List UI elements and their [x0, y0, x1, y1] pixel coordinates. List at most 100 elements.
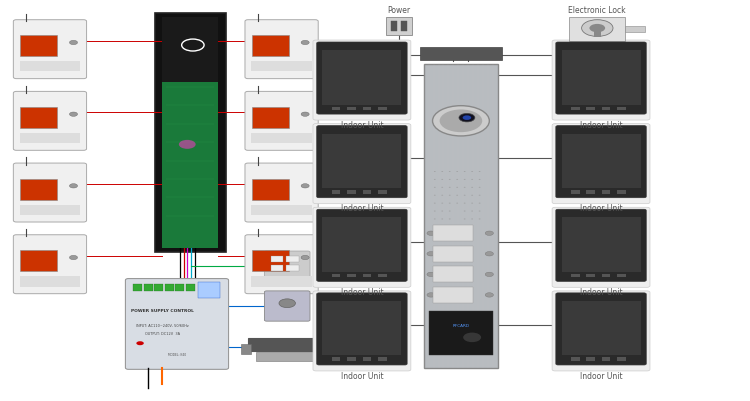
Circle shape — [464, 187, 466, 188]
FancyBboxPatch shape — [265, 251, 310, 282]
Bar — [251, 205, 312, 215]
Bar — [378, 358, 387, 361]
Bar — [363, 274, 371, 277]
Circle shape — [471, 179, 473, 180]
Circle shape — [70, 112, 77, 116]
Bar — [433, 225, 473, 241]
Bar — [433, 246, 473, 262]
Bar — [332, 274, 340, 277]
Circle shape — [434, 179, 436, 180]
Text: Indoor Unit: Indoor Unit — [580, 205, 622, 213]
Bar — [420, 47, 502, 60]
Circle shape — [464, 195, 466, 196]
Bar — [252, 178, 289, 200]
Circle shape — [178, 140, 196, 149]
Circle shape — [456, 203, 458, 204]
Circle shape — [456, 179, 458, 180]
Circle shape — [441, 171, 443, 172]
Text: Indoor Unit: Indoor Unit — [340, 288, 383, 297]
Bar — [330, 344, 340, 354]
Bar — [20, 250, 57, 271]
Bar — [20, 133, 80, 143]
Bar — [602, 107, 610, 110]
Circle shape — [427, 231, 435, 235]
Bar — [165, 284, 174, 291]
Bar — [252, 35, 289, 57]
Circle shape — [440, 109, 482, 132]
Bar — [20, 276, 80, 287]
Bar — [392, 21, 398, 31]
Circle shape — [471, 195, 473, 196]
Bar — [386, 17, 412, 35]
Bar — [586, 107, 595, 110]
Text: Indoor Unit: Indoor Unit — [580, 288, 622, 297]
Bar — [322, 217, 401, 272]
Bar — [144, 284, 153, 291]
Bar — [586, 190, 595, 194]
Bar — [20, 107, 57, 128]
Bar — [286, 265, 298, 271]
Circle shape — [441, 187, 443, 188]
Bar — [562, 301, 640, 355]
Circle shape — [70, 184, 77, 188]
Bar — [429, 311, 493, 355]
Bar — [252, 107, 289, 128]
Text: Power: Power — [388, 6, 411, 15]
Circle shape — [434, 171, 436, 172]
Text: Electronic Lock: Electronic Lock — [568, 6, 626, 15]
Circle shape — [456, 187, 458, 188]
Bar — [617, 190, 626, 194]
Bar — [378, 274, 387, 277]
Bar — [251, 276, 312, 287]
Bar — [347, 107, 356, 110]
FancyBboxPatch shape — [13, 163, 86, 222]
Bar — [562, 217, 640, 272]
FancyBboxPatch shape — [552, 40, 650, 120]
Bar — [571, 190, 580, 194]
Bar — [186, 284, 195, 291]
FancyBboxPatch shape — [313, 207, 411, 287]
Circle shape — [448, 187, 451, 188]
Circle shape — [459, 113, 475, 122]
Circle shape — [464, 171, 466, 172]
Bar — [571, 107, 580, 110]
Bar — [332, 107, 340, 110]
FancyBboxPatch shape — [13, 91, 86, 150]
FancyBboxPatch shape — [556, 42, 646, 114]
Text: Indoor Unit: Indoor Unit — [340, 372, 383, 381]
Bar — [271, 265, 283, 271]
Circle shape — [448, 195, 451, 196]
Circle shape — [463, 115, 471, 120]
Bar — [134, 284, 142, 291]
Bar — [20, 205, 80, 215]
Bar — [562, 50, 640, 105]
Bar — [347, 274, 356, 277]
Bar — [571, 358, 580, 361]
Bar — [433, 266, 473, 282]
Circle shape — [279, 299, 296, 308]
Circle shape — [427, 293, 435, 297]
Circle shape — [70, 255, 77, 260]
Circle shape — [427, 251, 435, 256]
Bar — [176, 284, 184, 291]
Bar — [322, 301, 401, 355]
FancyBboxPatch shape — [245, 91, 318, 150]
Bar — [154, 13, 226, 252]
Bar — [332, 190, 340, 194]
Circle shape — [464, 332, 481, 342]
Circle shape — [590, 24, 605, 32]
Circle shape — [136, 341, 144, 345]
Circle shape — [471, 203, 473, 204]
Bar — [586, 274, 595, 277]
Bar — [617, 274, 626, 277]
FancyBboxPatch shape — [552, 207, 650, 287]
Bar — [594, 30, 601, 37]
Text: Indoor Unit: Indoor Unit — [580, 121, 622, 130]
Text: Indoor Unit: Indoor Unit — [340, 121, 383, 130]
Bar — [602, 358, 610, 361]
Circle shape — [434, 195, 436, 196]
Bar — [248, 338, 330, 351]
Bar — [378, 190, 387, 194]
Circle shape — [70, 41, 77, 45]
Bar — [401, 21, 407, 31]
